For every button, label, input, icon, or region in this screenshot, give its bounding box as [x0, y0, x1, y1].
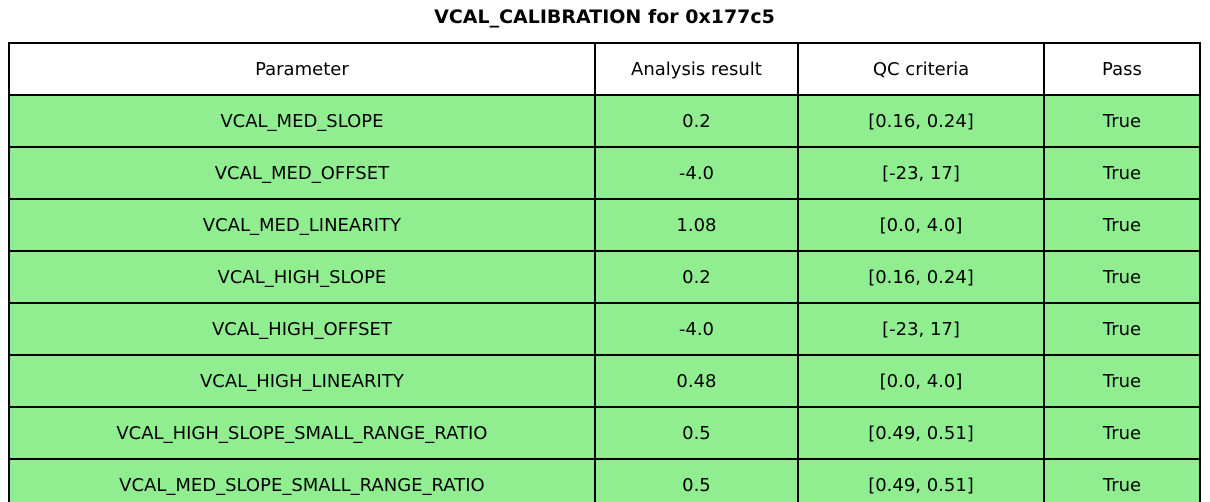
table-row: VCAL_HIGH_SLOPE_SMALL_RANGE_RATIO 0.5 [0… [8, 406, 1202, 460]
table-row: VCAL_MED_LINEARITY 1.08 [0.0, 4.0] True [8, 198, 1202, 252]
col-header-analysis-result: Analysis result [593, 42, 800, 96]
col-header-parameter: Parameter [8, 42, 596, 96]
parameter-cell: VCAL_HIGH_LINEARITY [8, 354, 596, 408]
result-cell: -4.0 [593, 146, 800, 200]
result-cell: 0.2 [593, 250, 800, 304]
table-row: VCAL_HIGH_LINEARITY 0.48 [0.0, 4.0] True [8, 354, 1202, 408]
qc-criteria-cell: [0.49, 0.51] [797, 406, 1045, 460]
parameter-cell: VCAL_HIGH_OFFSET [8, 302, 596, 356]
col-header-qc-criteria: QC criteria [797, 42, 1045, 96]
col-header-pass: Pass [1042, 42, 1202, 96]
table-row: VCAL_MED_SLOPE_SMALL_RANGE_RATIO 0.5 [0.… [8, 458, 1202, 502]
table-row: VCAL_HIGH_OFFSET -4.0 [-23, 17] True [8, 302, 1202, 356]
result-cell: 1.08 [593, 198, 800, 252]
pass-cell: True [1042, 198, 1202, 252]
parameter-cell: VCAL_HIGH_SLOPE [8, 250, 596, 304]
pass-cell: True [1042, 458, 1202, 502]
table-row: VCAL_HIGH_SLOPE 0.2 [0.16, 0.24] True [8, 250, 1202, 304]
pass-cell: True [1042, 354, 1202, 408]
qc-criteria-cell: [0.16, 0.24] [797, 94, 1045, 148]
parameter-cell: VCAL_MED_SLOPE_SMALL_RANGE_RATIO [8, 458, 596, 502]
qc-criteria-cell: [0.0, 4.0] [797, 354, 1045, 408]
page-title: VCAL_CALIBRATION for 0x177c5 [434, 6, 775, 28]
header-row: Parameter Analysis result QC criteria Pa… [8, 42, 1202, 96]
pass-cell: True [1042, 146, 1202, 200]
result-cell: 0.5 [593, 406, 800, 460]
pass-cell: True [1042, 302, 1202, 356]
parameter-cell: VCAL_HIGH_SLOPE_SMALL_RANGE_RATIO [8, 406, 596, 460]
qc-criteria-cell: [-23, 17] [797, 146, 1045, 200]
pass-cell: True [1042, 406, 1202, 460]
parameter-cell: VCAL_MED_SLOPE [8, 94, 596, 148]
result-cell: 0.48 [593, 354, 800, 408]
table-row: VCAL_MED_OFFSET -4.0 [-23, 17] True [8, 146, 1202, 200]
qc-criteria-cell: [0.49, 0.51] [797, 458, 1045, 502]
qc-criteria-cell: [0.0, 4.0] [797, 198, 1045, 252]
table-row: VCAL_MED_SLOPE 0.2 [0.16, 0.24] True [8, 94, 1202, 148]
qc-results-table: Parameter Analysis result QC criteria Pa… [8, 42, 1202, 502]
parameter-cell: VCAL_MED_OFFSET [8, 146, 596, 200]
qc-criteria-cell: [0.16, 0.24] [797, 250, 1045, 304]
result-cell: -4.0 [593, 302, 800, 356]
result-cell: 0.5 [593, 458, 800, 502]
pass-cell: True [1042, 250, 1202, 304]
pass-cell: True [1042, 94, 1202, 148]
parameter-cell: VCAL_MED_LINEARITY [8, 198, 596, 252]
qc-criteria-cell: [-23, 17] [797, 302, 1045, 356]
result-cell: 0.2 [593, 94, 800, 148]
